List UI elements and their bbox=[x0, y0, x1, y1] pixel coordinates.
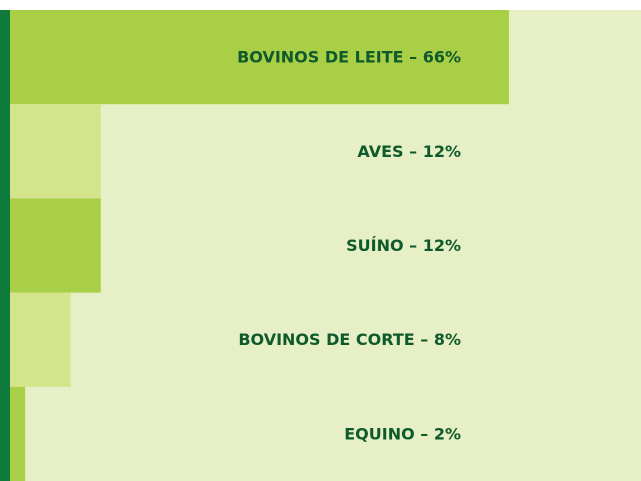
bar-label: EQUINO – 2% bbox=[344, 424, 461, 443]
bar bbox=[10, 292, 71, 387]
bar-label: BOVINOS DE LEITE – 66% bbox=[237, 48, 461, 67]
bar-label: BOVINOS DE CORTE – 8% bbox=[238, 330, 461, 349]
bar bbox=[10, 198, 101, 293]
bar bbox=[10, 10, 509, 105]
bar-label: AVES – 12% bbox=[357, 142, 461, 161]
bar bbox=[10, 104, 101, 199]
bar-label: SUÍNO – 12% bbox=[346, 236, 461, 255]
axis-strip bbox=[0, 10, 10, 481]
bar bbox=[10, 386, 26, 481]
